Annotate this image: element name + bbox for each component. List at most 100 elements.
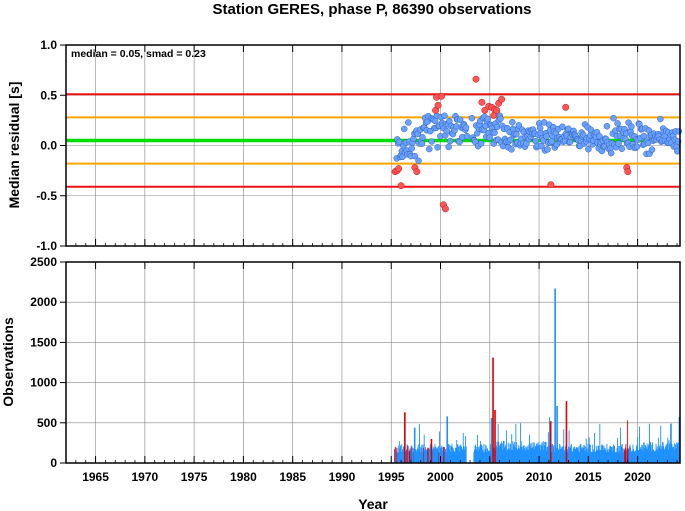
residual-point [395,138,403,146]
observation-bar [553,445,555,463]
observation-bar [657,437,659,463]
observation-bar [562,446,564,463]
observations-frame [65,261,681,464]
observation-bar [408,450,410,463]
x-tick-label: 1965 [82,470,109,484]
x-tick-label: 1975 [181,470,208,484]
observation-bar [530,442,532,463]
observation-bar [495,445,497,463]
observation-bar [552,444,553,463]
residual-point [648,146,656,153]
observation-bar [513,444,514,463]
observation-bar [661,449,663,463]
observation-bar [507,442,509,463]
residual-point [508,146,515,153]
x-tick-label: 1985 [279,470,306,484]
observation-bar [522,445,524,463]
observation-bar [597,445,599,463]
residual-point [596,133,603,140]
observation-bar [489,444,491,463]
observation-bar [592,444,594,463]
observation-bar [500,443,501,463]
observation-bar [395,451,397,463]
residual-point [513,130,520,138]
observation-bar [482,449,484,463]
observation-bar [676,442,678,463]
observation-bar [511,449,513,463]
observation-bar [543,441,545,463]
observation-bar [481,444,483,463]
observation-bar [632,444,634,463]
observation-bar [585,438,587,463]
observation-peak-bar [446,416,449,463]
observation-bar [643,442,645,463]
observation-bar [465,436,467,463]
observation-bar [604,448,606,463]
observation-bar [423,434,425,463]
observation-bar [667,437,669,463]
observation-bar [544,445,546,463]
residual-panel: -1.0 -0.5 0.0 0.5 1.0 median = 0.05, smad = … [6,38,683,253]
observation-bar [577,447,579,463]
observation-bar [646,448,647,463]
observation-bar [398,441,400,463]
observation-bar [634,450,636,463]
observation-bar [463,446,465,463]
observation-bar [481,445,483,463]
observation-bar [589,444,591,463]
observation-bar [504,446,506,463]
observation-bar [616,448,618,463]
observation-bar [610,446,611,463]
observation-bar [664,448,666,463]
observation-bar [635,450,637,463]
observation-bar [476,434,478,463]
observation-bar [451,443,453,463]
observation-bar [630,451,632,463]
observation-bar [511,434,513,463]
observation-bar [572,451,574,463]
observation-bar [401,444,403,463]
observation-peak-bar [556,405,558,463]
observation-bar [442,446,444,463]
observation-bar [506,449,508,463]
observation-bar [483,444,485,463]
observation-bar [465,446,467,463]
observation-bar [654,451,656,463]
observation-bar [595,445,597,463]
observation-bar [498,444,500,463]
observation-bar [461,448,463,463]
residual-point [675,128,683,135]
residual-point [633,143,641,150]
observation-bar [462,450,464,463]
observation-bar [503,440,505,463]
observation-bar [598,449,600,463]
observation-bar [463,449,465,463]
observation-bar [617,445,619,463]
observation-bar [568,430,570,463]
observation-bar [428,449,430,463]
observation-bar [557,449,559,463]
observation-bar [637,437,639,463]
observation-bar [539,444,541,463]
observation-bar [625,444,627,463]
observation-bar [673,443,675,463]
observation-bar [497,447,498,463]
observation-bar [593,451,595,463]
residual-y-tick-label: 1.0 [40,38,57,52]
observation-bar [625,451,627,463]
residual-point [468,114,476,122]
reference-lines [66,93,680,188]
observation-bar [521,447,523,463]
residual-point [543,133,550,140]
observation-bar [578,450,579,463]
observation-bar [504,447,506,463]
observation-bar [505,430,507,463]
observation-bar [604,447,606,463]
observation-bar [443,447,445,463]
residual-point [400,125,408,133]
residual-frame [65,44,681,247]
observation-bar [516,448,518,463]
observation-bar [637,450,639,463]
observation-bar [513,446,515,463]
